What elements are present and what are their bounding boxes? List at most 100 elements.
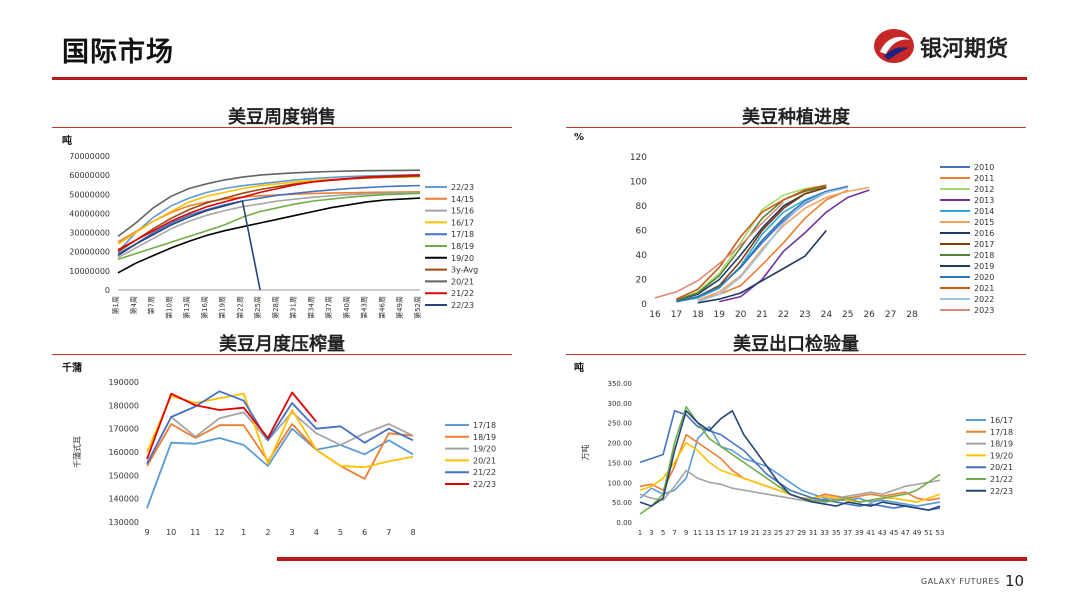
series-line-3 <box>719 189 870 303</box>
header-divider <box>52 77 1027 80</box>
legend-label: 22/23 <box>451 183 474 192</box>
y-tick-label: 70000000 <box>69 152 110 161</box>
footer-divider <box>277 557 1027 561</box>
x-tick-label: 第13周 <box>182 296 191 319</box>
y-tick-label: 80 <box>636 202 648 212</box>
legend-label: 3y-Avg <box>451 266 478 275</box>
x-tick-label: 11 <box>190 528 200 537</box>
series-line-2 <box>117 191 421 259</box>
y-tick-label: 60 <box>636 227 648 237</box>
series-line-5 <box>697 186 870 302</box>
x-tick-label: 25 <box>774 529 783 537</box>
y-tick-label: 300.00 <box>608 400 633 408</box>
legend-label: 2013 <box>974 196 994 205</box>
series-line-1 <box>117 191 421 243</box>
y-tick-label: 170000 <box>108 425 139 434</box>
series-line-2 <box>639 469 941 503</box>
series-line-1 <box>146 423 414 480</box>
legend-label: 19/20 <box>990 451 1013 460</box>
unit-label: 千蒲 <box>62 363 82 374</box>
y-tick-label: 50.00 <box>612 499 632 507</box>
brand-logo: 银河期货 <box>872 26 1032 66</box>
y-tick-label: 50000000 <box>69 190 110 199</box>
brand-name: 银河期货 <box>920 37 1009 62</box>
chart-divider <box>52 127 512 128</box>
x-tick-label: 15 <box>716 529 725 537</box>
x-tick-label: 第7周 <box>147 296 156 314</box>
x-tick-label: 18 <box>692 310 704 320</box>
x-tick-label: 6 <box>362 528 367 537</box>
series-line-2 <box>146 411 414 465</box>
legend-label: 2018 <box>974 251 994 260</box>
y-tick-label: 40000000 <box>69 209 110 218</box>
x-tick-label: 8 <box>410 528 415 537</box>
x-tick-label: 第40周 <box>342 296 351 319</box>
series-line-13 <box>654 201 785 299</box>
y-tick-label: 150000 <box>108 471 139 480</box>
y-tick-label: 0 <box>641 300 647 310</box>
legend-label: 2010 <box>974 163 994 172</box>
galaxy-logo-icon <box>874 29 914 63</box>
x-tick-label: 19 <box>714 310 726 320</box>
x-tick-label: 25 <box>842 310 853 320</box>
legend-label: 2014 <box>974 207 994 216</box>
legend-label: 2022 <box>974 295 994 304</box>
chart-title-monthly-crush: 美豆月度压榨量 <box>219 334 345 355</box>
chart-title-planting-progress: 美豆种植进度 <box>742 107 850 128</box>
y-tick-label: 150.00 <box>608 459 633 467</box>
x-tick-label: 22 <box>778 310 789 320</box>
series-line-6 <box>117 197 421 274</box>
legend-label: 2023 <box>974 306 994 315</box>
x-tick-label: 2 <box>265 528 270 537</box>
y-tick-label: 20 <box>636 276 648 286</box>
x-tick-label: 49 <box>912 529 921 537</box>
x-tick-label: 5 <box>338 528 343 537</box>
x-tick-label: 1 <box>638 529 642 537</box>
x-tick-label: 第10周 <box>164 296 173 319</box>
x-tick-label: 第22周 <box>235 296 244 319</box>
x-tick-label: 27 <box>786 529 795 537</box>
y-tick-label: 130000 <box>108 518 139 527</box>
legend-label: 2011 <box>974 174 994 183</box>
x-tick-label: 23 <box>762 529 771 537</box>
chart-divider <box>566 127 1026 128</box>
series-line-5 <box>146 391 317 460</box>
series-line-8 <box>117 169 421 238</box>
x-tick-label: 28 <box>906 310 918 320</box>
x-tick-label: 24 <box>821 310 833 320</box>
series-line-11 <box>676 184 827 300</box>
y-tick-label: 40 <box>636 251 648 261</box>
unit-label: % <box>574 132 585 143</box>
y-tick-label: 100.00 <box>608 479 633 487</box>
series-line-7 <box>117 175 421 253</box>
x-tick-label: 27 <box>885 310 896 320</box>
legend-label: 19/20 <box>451 254 474 263</box>
series-line-4 <box>676 190 827 303</box>
series-line-0 <box>639 425 941 507</box>
x-tick-label: 第31周 <box>289 296 298 319</box>
legend-label: 2015 <box>974 218 994 227</box>
y-tick-label: 100 <box>630 178 647 188</box>
x-tick-label: 29 <box>797 529 806 537</box>
legend-label: 2017 <box>974 240 994 249</box>
y-tick-label: 160000 <box>108 448 139 457</box>
legend-label: 19/20 <box>473 445 496 454</box>
x-tick-label: 4 <box>314 528 319 537</box>
chart-divider <box>566 354 1026 355</box>
legend-label: 2019 <box>974 262 994 271</box>
legend-label: 20/21 <box>473 456 496 465</box>
y-tick-label: 200.00 <box>608 440 633 448</box>
legend-label: 18/19 <box>990 440 1013 449</box>
x-tick-label: 7 <box>386 528 391 537</box>
x-tick-label: 51 <box>924 529 933 537</box>
legend-label: 20/21 <box>451 277 474 286</box>
legend-label: 21/22 <box>473 468 496 477</box>
x-tick-label: 13 <box>705 529 714 537</box>
legend-label: 21/22 <box>990 475 1013 484</box>
legend-label: 2016 <box>974 229 994 238</box>
series-line-9 <box>117 174 421 251</box>
legend-label: 2012 <box>974 185 994 194</box>
x-tick-label: 9 <box>144 528 149 537</box>
y-axis-label: 千蒲式耳 <box>72 436 82 468</box>
legend-label: 16/17 <box>451 218 474 227</box>
